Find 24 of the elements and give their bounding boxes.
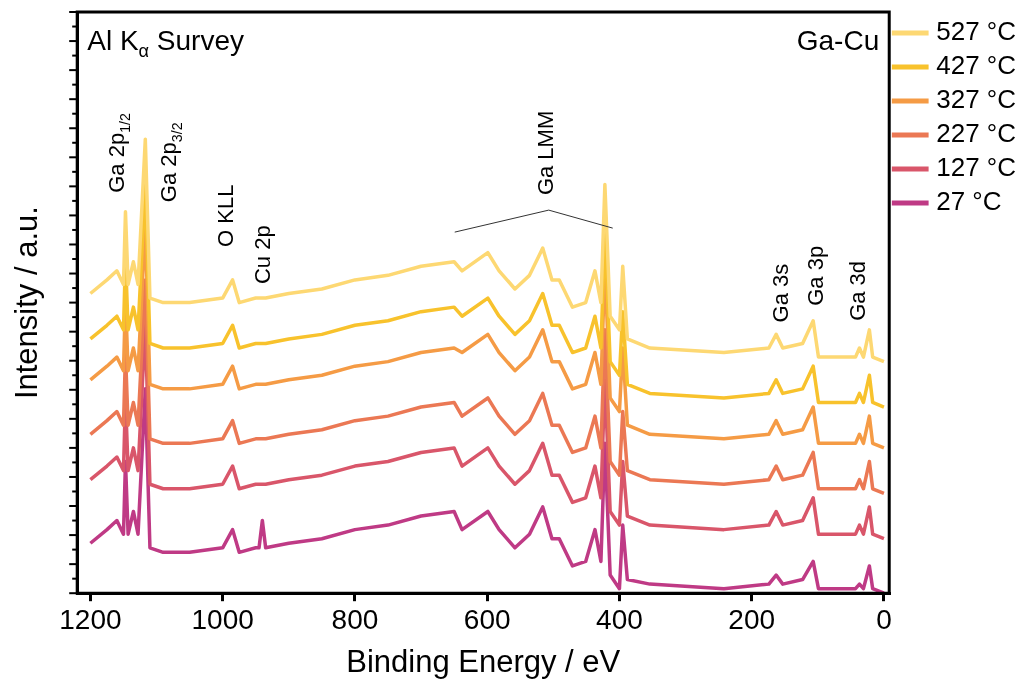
x-tick-label: 1000 (191, 603, 254, 635)
x-tick-label: 0 (876, 603, 892, 635)
annotation: Ga LMM (532, 110, 558, 196)
annotation: Ga 2p1/2 (104, 112, 133, 193)
legend-label: 127 °C (936, 152, 1016, 183)
text: Ga-Cu (796, 25, 880, 56)
x-tick-label: 1200 (59, 603, 122, 635)
x-tick-label: 400 (596, 603, 643, 635)
annotation: Ga 3s (768, 263, 794, 323)
legend-label: 227 °C (936, 118, 1016, 149)
x-axis-title: Binding Energy / eV (346, 643, 621, 679)
x-tick-label: 200 (728, 603, 776, 635)
x-tick-label: 800 (331, 603, 379, 635)
annotation: Ga 3p (803, 245, 829, 306)
y-axis-title: Intensity / a.u. (9, 206, 45, 400)
annotation: Ga 3d (845, 260, 871, 321)
annotation: Ga 2p3/2 (156, 122, 185, 203)
annotation: Cu 2p (250, 225, 276, 285)
legend-label: 27 °C (936, 186, 1002, 217)
legend-label: 427 °C (936, 50, 1016, 81)
annotation: O KLL (212, 184, 238, 247)
legend-label: 327 °C (936, 84, 1016, 115)
legend-label: 527 °C (936, 16, 1016, 47)
x-tick-label: 600 (463, 603, 511, 635)
